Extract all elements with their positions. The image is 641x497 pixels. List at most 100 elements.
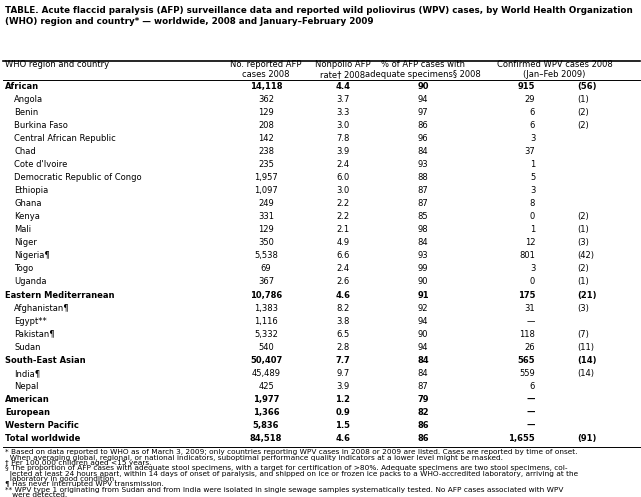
Text: Cote d'Ivoire: Cote d'Ivoire xyxy=(14,160,67,169)
Text: 5,538: 5,538 xyxy=(254,251,278,260)
Text: —: — xyxy=(527,421,535,430)
Text: 1,366: 1,366 xyxy=(253,408,279,417)
Text: Nonpolio AFP
rate† 2008: Nonpolio AFP rate† 2008 xyxy=(315,60,370,79)
Text: (2): (2) xyxy=(577,264,588,273)
Text: 4.9: 4.9 xyxy=(337,238,349,248)
Text: 1,957: 1,957 xyxy=(254,173,278,182)
Text: 3.0: 3.0 xyxy=(337,121,349,130)
Text: 12: 12 xyxy=(525,238,535,248)
Text: 85: 85 xyxy=(418,212,428,221)
Text: 1: 1 xyxy=(530,225,535,234)
Text: 84: 84 xyxy=(417,356,429,365)
Text: 5: 5 xyxy=(530,173,535,182)
Text: 350: 350 xyxy=(258,238,274,248)
Text: 3: 3 xyxy=(530,264,535,273)
Text: 6: 6 xyxy=(530,382,535,391)
Text: (14): (14) xyxy=(577,369,594,378)
Text: 1.2: 1.2 xyxy=(335,395,351,404)
Text: 362: 362 xyxy=(258,94,274,103)
Text: 14,118: 14,118 xyxy=(250,82,282,90)
Text: 87: 87 xyxy=(418,186,428,195)
Text: 5,836: 5,836 xyxy=(253,421,279,430)
Text: 6: 6 xyxy=(530,121,535,130)
Text: 129: 129 xyxy=(258,108,274,117)
Text: 86: 86 xyxy=(417,421,429,430)
Text: * Based on data reported to WHO as of March 3, 2009; only countries reporting WP: * Based on data reported to WHO as of Ma… xyxy=(5,449,578,455)
Text: Togo: Togo xyxy=(14,264,33,273)
Text: 0.9: 0.9 xyxy=(335,408,351,417)
Text: India¶: India¶ xyxy=(14,369,40,378)
Text: 331: 331 xyxy=(258,212,274,221)
Text: 3.8: 3.8 xyxy=(337,317,349,326)
Text: 2.2: 2.2 xyxy=(337,212,349,221)
Text: —: — xyxy=(527,408,535,417)
Text: (2): (2) xyxy=(577,212,588,221)
Text: Ghana: Ghana xyxy=(14,199,42,208)
Text: § The proportion of AFP cases with adequate stool specimens, with a target for c: § The proportion of AFP cases with adequ… xyxy=(5,465,568,471)
Text: 3: 3 xyxy=(530,186,535,195)
Text: Egypt**: Egypt** xyxy=(14,317,47,326)
Text: 50,407: 50,407 xyxy=(250,356,282,365)
Text: (7): (7) xyxy=(577,330,589,339)
Text: 3.9: 3.9 xyxy=(337,382,349,391)
Text: 3.3: 3.3 xyxy=(337,108,349,117)
Text: 8.2: 8.2 xyxy=(337,304,349,313)
Text: 79: 79 xyxy=(417,395,429,404)
Text: 93: 93 xyxy=(418,160,428,169)
Text: 235: 235 xyxy=(258,160,274,169)
Text: 118: 118 xyxy=(519,330,535,339)
Text: 801: 801 xyxy=(519,251,535,260)
Text: (21): (21) xyxy=(577,291,596,300)
Text: Democratic Republic of Congo: Democratic Republic of Congo xyxy=(14,173,142,182)
Text: 1,116: 1,116 xyxy=(254,317,278,326)
Text: (1): (1) xyxy=(577,225,588,234)
Text: (91): (91) xyxy=(577,434,596,443)
Text: % of AFP cases with
adequate specimens§ 2008: % of AFP cases with adequate specimens§ … xyxy=(365,60,481,79)
Text: Angola: Angola xyxy=(14,94,43,103)
Text: Kenya: Kenya xyxy=(14,212,40,221)
Text: 1.5: 1.5 xyxy=(335,421,351,430)
Text: Nigeria¶: Nigeria¶ xyxy=(14,251,50,260)
Text: 129: 129 xyxy=(258,225,274,234)
Text: 540: 540 xyxy=(258,343,274,352)
Text: Burkina Faso: Burkina Faso xyxy=(14,121,68,130)
Text: 2.2: 2.2 xyxy=(337,199,349,208)
Text: 2.4: 2.4 xyxy=(337,160,349,169)
Text: WHO region and country: WHO region and country xyxy=(5,60,109,69)
Text: 1: 1 xyxy=(530,160,535,169)
Text: 10,786: 10,786 xyxy=(250,291,282,300)
Text: —: — xyxy=(527,395,535,404)
Text: 9.7: 9.7 xyxy=(337,369,349,378)
Text: 90: 90 xyxy=(418,277,428,286)
Text: 92: 92 xyxy=(418,304,428,313)
Text: 97: 97 xyxy=(418,108,428,117)
Text: 2.6: 2.6 xyxy=(337,277,349,286)
Text: 6.6: 6.6 xyxy=(337,251,349,260)
Text: (2): (2) xyxy=(577,108,588,117)
Text: 249: 249 xyxy=(258,199,274,208)
Text: 2.4: 2.4 xyxy=(337,264,349,273)
Text: 7.7: 7.7 xyxy=(335,356,351,365)
Text: ** WPV type 1 originating from Sudan and from India were isolated in single sewa: ** WPV type 1 originating from Sudan and… xyxy=(5,487,563,493)
Text: Eastern Mediterranean: Eastern Mediterranean xyxy=(5,291,115,300)
Text: (3): (3) xyxy=(577,238,589,248)
Text: 31: 31 xyxy=(524,304,535,313)
Text: 238: 238 xyxy=(258,147,274,156)
Text: Total worldwide: Total worldwide xyxy=(5,434,81,443)
Text: —: — xyxy=(527,317,535,326)
Text: 1,097: 1,097 xyxy=(254,186,278,195)
Text: 3.7: 3.7 xyxy=(337,94,349,103)
Text: † Per 100,000 children aged <15 years.: † Per 100,000 children aged <15 years. xyxy=(5,460,152,466)
Text: 84: 84 xyxy=(418,238,428,248)
Text: (1): (1) xyxy=(577,277,588,286)
Text: 86: 86 xyxy=(418,121,428,130)
Text: (56): (56) xyxy=(577,82,596,90)
Text: Confirmed WPV cases 2008
(Jan–Feb 2009): Confirmed WPV cases 2008 (Jan–Feb 2009) xyxy=(497,60,612,79)
Text: laboratory in good condition.: laboratory in good condition. xyxy=(5,476,117,482)
Text: No. reported AFP
cases 2008: No. reported AFP cases 2008 xyxy=(230,60,302,79)
Text: 4.6: 4.6 xyxy=(335,291,351,300)
Text: 5,332: 5,332 xyxy=(254,330,278,339)
Text: 425: 425 xyxy=(258,382,274,391)
Text: Nepal: Nepal xyxy=(14,382,38,391)
Text: 84: 84 xyxy=(418,147,428,156)
